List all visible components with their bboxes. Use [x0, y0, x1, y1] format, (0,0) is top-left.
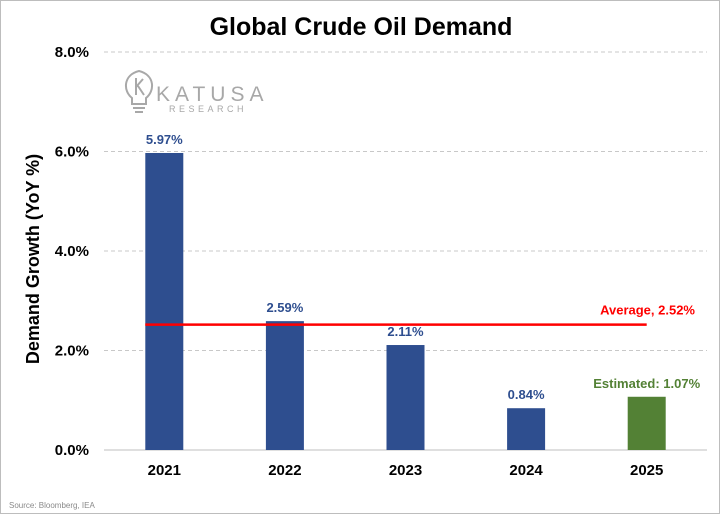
y-tick-label: 4.0%: [55, 243, 89, 260]
data-label-2025: Estimated: 1.07%: [593, 376, 700, 391]
x-tick-label: 2023: [389, 462, 422, 479]
bar-2023: [386, 345, 425, 450]
data-label-2024: 0.84%: [508, 387, 545, 402]
y-tick-label: 6.0%: [55, 144, 89, 161]
bar-2021: [145, 152, 184, 450]
y-tick-label: 8.0%: [55, 44, 89, 61]
data-label-2022: 2.59%: [266, 300, 303, 315]
average-line-group: Average, 2.52%: [145, 303, 695, 326]
data-labels: 5.97% 2.59% 2.11% 0.84% Estimated: 1.07%: [146, 132, 701, 402]
logo-name: KATUSA: [156, 83, 268, 106]
bars: [145, 152, 666, 450]
chart-title: Global Crude Oil Demand: [210, 13, 513, 41]
logo: KATUSA RESEARCH: [125, 69, 268, 114]
y-tick-label: 0.0%: [55, 442, 89, 459]
data-label-2021: 5.97%: [146, 132, 183, 147]
y-axis-ticks: 0.0% 2.0% 4.0% 6.0% 8.0%: [55, 44, 89, 459]
data-label-2023: 2.11%: [387, 324, 424, 339]
x-tick-label: 2025: [630, 462, 663, 479]
logo-subtitle: RESEARCH: [169, 104, 247, 114]
y-tick-label: 2.0%: [55, 343, 89, 360]
x-axis-ticks: 2021 2022 2023 2024 2025: [148, 462, 664, 479]
bar-2025: [627, 396, 666, 450]
y-axis-label: Demand Growth (YoY %): [23, 154, 43, 364]
lightbulb-k-icon: [125, 69, 153, 113]
source-note: Source: Bloomberg, IEA: [9, 501, 95, 510]
x-tick-label: 2024: [509, 462, 543, 479]
x-tick-label: 2022: [268, 462, 301, 479]
bar-2024: [507, 408, 546, 450]
x-tick-label: 2021: [148, 462, 181, 479]
bar-2022: [265, 321, 304, 450]
average-label: Average, 2.52%: [600, 303, 695, 318]
